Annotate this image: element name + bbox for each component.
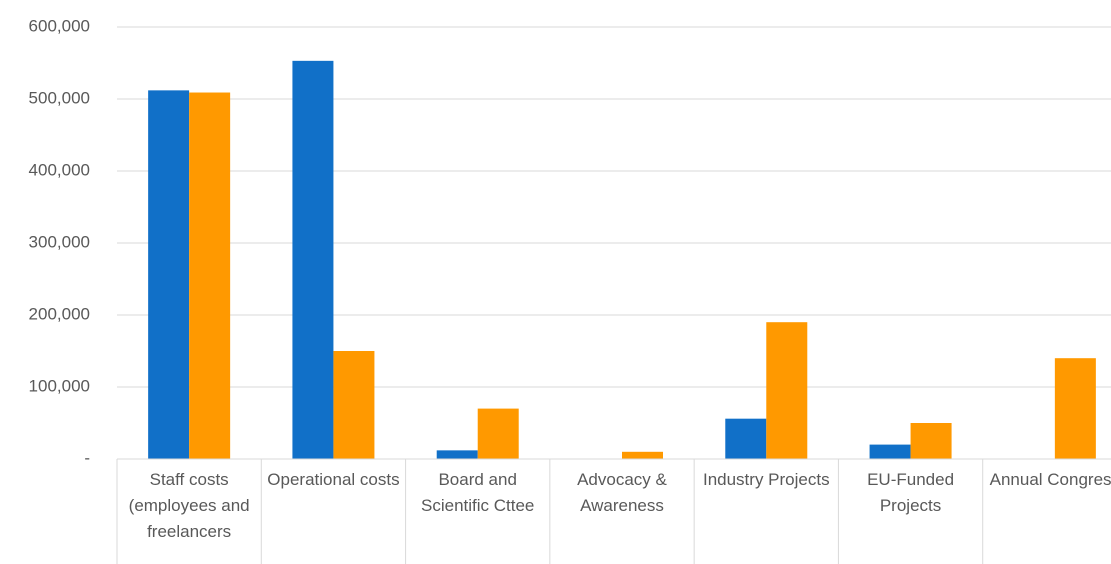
y-tick-label: 400,000 xyxy=(29,160,90,179)
y-tick-label: 200,000 xyxy=(29,304,90,323)
x-tick-label: EU-Funded Projects xyxy=(867,470,955,515)
y-tick-label: - xyxy=(84,448,90,467)
bar xyxy=(333,351,375,459)
bar xyxy=(725,418,767,459)
bar xyxy=(1054,358,1096,459)
x-tick-label: Operational costs xyxy=(267,470,400,489)
x-tick-label: Industry Projects xyxy=(702,470,830,489)
x-tick-label: Annual Congress xyxy=(989,470,1111,489)
bar xyxy=(148,90,190,460)
x-tick-label: Board and Scientific Cttee xyxy=(421,470,535,515)
y-tick-label: 100,000 xyxy=(29,376,90,395)
bar xyxy=(766,322,808,459)
y-tick-label: 500,000 xyxy=(29,88,90,107)
bar xyxy=(622,451,663,459)
bar xyxy=(292,60,334,460)
x-tick-label: Advocacy & Awareness xyxy=(577,470,667,515)
bar xyxy=(910,423,952,459)
y-tick-label: 600,000 xyxy=(29,16,90,35)
bar xyxy=(869,444,911,459)
bar xyxy=(436,450,478,459)
x-tick-label: Staff costs (employees and freelancers xyxy=(128,470,250,541)
bar xyxy=(189,92,231,460)
bar xyxy=(477,408,519,459)
y-tick-label: 300,000 xyxy=(29,232,90,251)
